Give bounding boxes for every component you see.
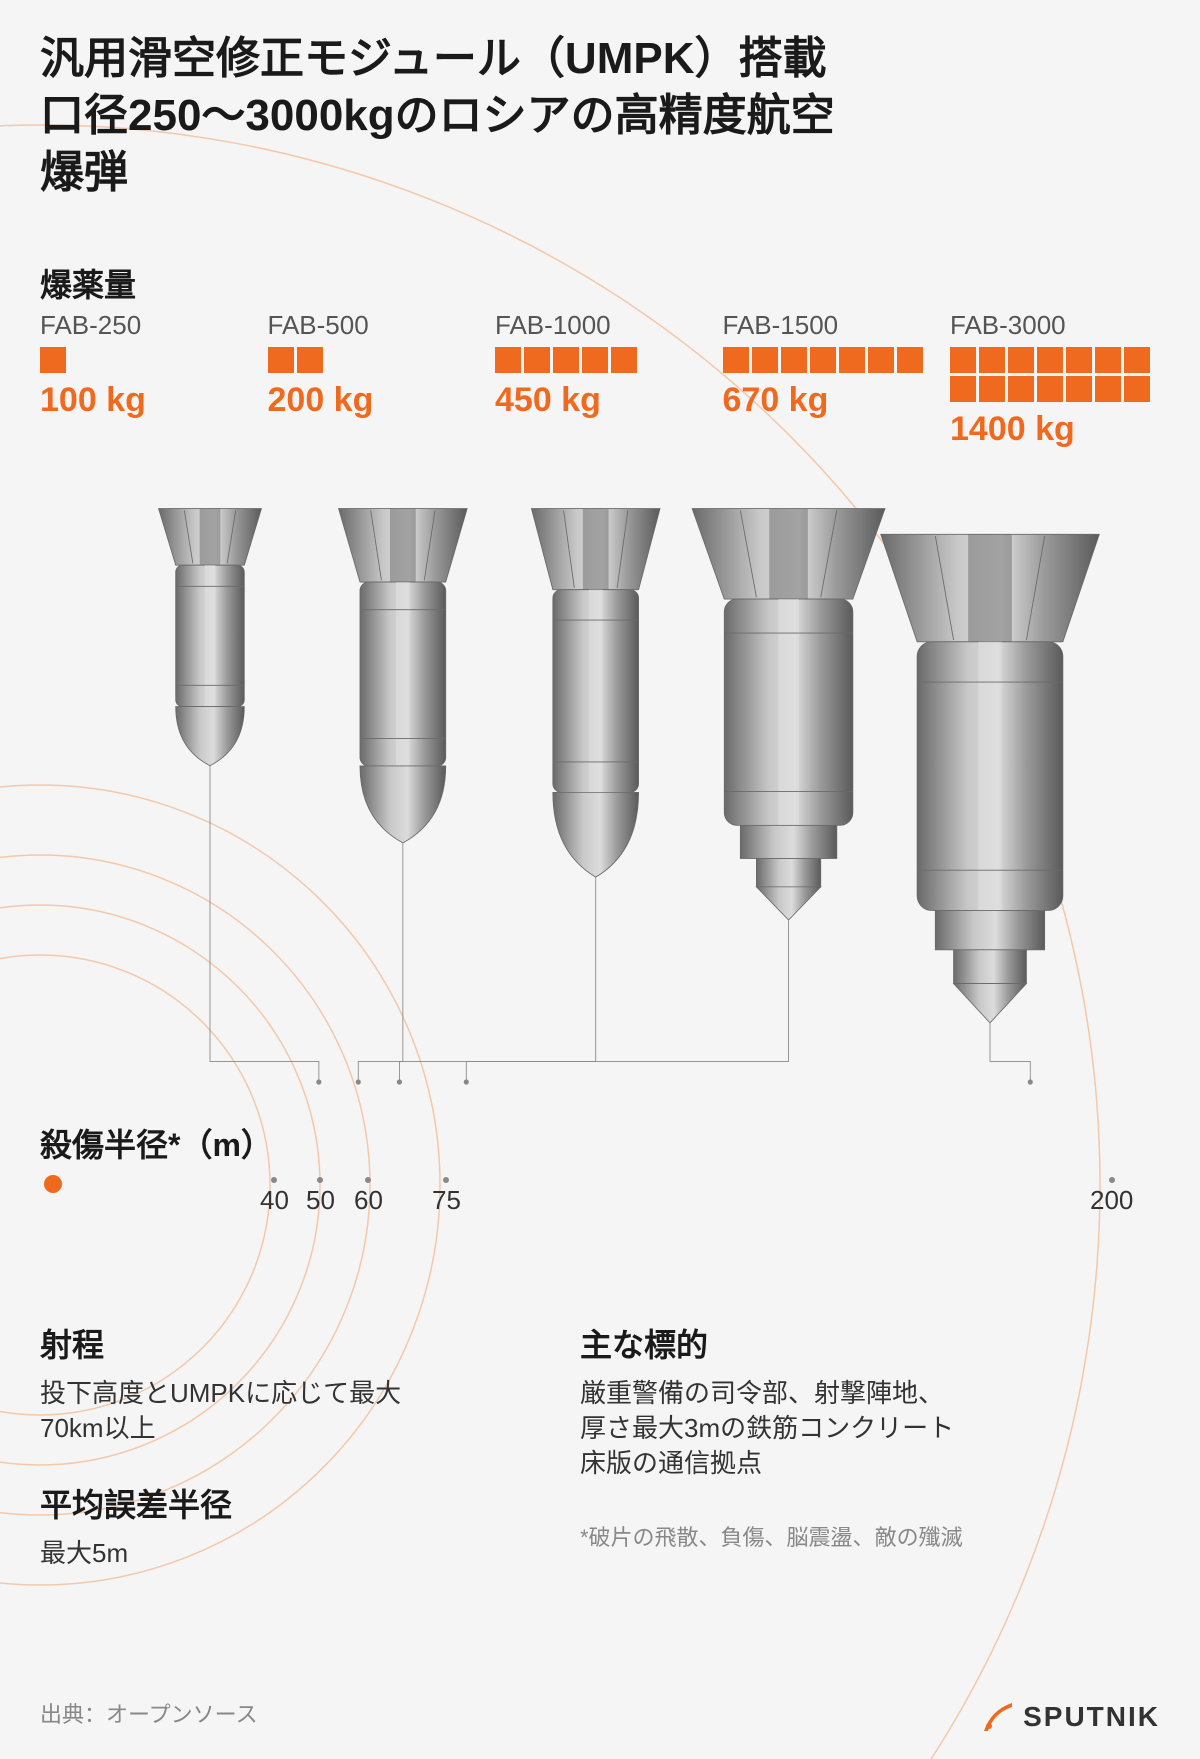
bomb-name: FAB-1500 <box>723 310 933 341</box>
explosive-squares <box>950 347 1160 402</box>
range-block: 射程 投下高度とUMPKに応じて最大70km以上 <box>40 1320 401 1446</box>
targets-title: 主な標的 <box>580 1320 954 1366</box>
bomb-name: FAB-1000 <box>495 310 705 341</box>
footnote: *破片の飛散、負傷、脳震盪、敵の殲滅 <box>580 1520 963 1552</box>
bomb-name: FAB-250 <box>40 310 250 341</box>
targets-block: 主な標的 厳重警備の司令部、射撃陣地、厚さ最大3mの鉄筋コンクリート床版の通信拠… <box>580 1320 954 1481</box>
bomb-col-fab-3000: FAB-3000 1400 kg <box>950 310 1160 449</box>
sputnik-logo: SPUTNIK <box>981 1700 1160 1734</box>
cep-body: 最大5m <box>40 1536 232 1571</box>
radius-tick-200: 200 <box>1090 1185 1133 1216</box>
range-body: 投下高度とUMPKに応じて最大70km以上 <box>40 1376 401 1446</box>
bomb-mass: 100 kg <box>40 381 250 420</box>
bomb-col-fab-500: FAB-500 200 kg <box>268 310 478 449</box>
explosive-mass-label: 爆薬量 <box>40 260 136 306</box>
radius-axis: 40 50 60 75 200 <box>0 1185 1200 1245</box>
targets-body: 厳重警備の司令部、射撃陣地、厚さ最大3mの鉄筋コンクリート床版の通信拠点 <box>580 1376 954 1481</box>
leader-line <box>466 920 788 1082</box>
explosive-squares <box>723 347 933 373</box>
leader-line <box>210 766 319 1082</box>
bomb-mass: 670 kg <box>723 381 933 420</box>
sputnik-logo-icon <box>981 1700 1015 1734</box>
bomb-mass: 200 kg <box>268 381 478 420</box>
bombs-header-row: FAB-250 100 kg FAB-500 200 kg FAB-1000 450 kg… <box>40 310 1160 449</box>
leader-line <box>399 877 595 1082</box>
bomb-silhouette <box>531 509 660 878</box>
leader-line <box>358 843 403 1082</box>
radius-tick-75: 75 <box>432 1185 461 1216</box>
source-text: 出典：オープンソース <box>40 1697 258 1729</box>
radius-tick-40: 40 <box>260 1185 289 1216</box>
leader-line <box>990 1023 1030 1082</box>
bomb-name: FAB-500 <box>268 310 478 341</box>
bomb-silhouette <box>339 509 468 843</box>
bombs-svg <box>0 500 1200 1100</box>
page-title: 汎用滑空修正モジュール（UMPK）搭載口径250〜3000kgのロシアの高精度航… <box>40 30 835 202</box>
cep-title: 平均誤差半径 <box>40 1480 232 1526</box>
radius-tick-50: 50 <box>306 1185 335 1216</box>
bomb-col-fab-250: FAB-250 100 kg <box>40 310 250 449</box>
bomb-mass: 450 kg <box>495 381 705 420</box>
bomb-silhouette <box>692 509 885 920</box>
bomb-col-fab-1500: FAB-1500 670 kg <box>723 310 933 449</box>
bomb-silhouette <box>881 534 1100 1023</box>
radius-tick-60: 60 <box>354 1185 383 1216</box>
explosive-squares <box>495 347 705 373</box>
explosive-squares <box>40 347 250 373</box>
explosive-squares <box>268 347 478 373</box>
cep-block: 平均誤差半径 最大5m <box>40 1480 232 1571</box>
sputnik-logo-text: SPUTNIK <box>1023 1701 1160 1733</box>
bomb-col-fab-1000: FAB-1000 450 kg <box>495 310 705 449</box>
bomb-silhouette <box>159 509 262 766</box>
bomb-name: FAB-3000 <box>950 310 1160 341</box>
kill-radius-label: 殺傷半径*（m） <box>40 1120 273 1166</box>
range-title: 射程 <box>40 1320 401 1366</box>
bomb-mass: 1400 kg <box>950 410 1160 449</box>
